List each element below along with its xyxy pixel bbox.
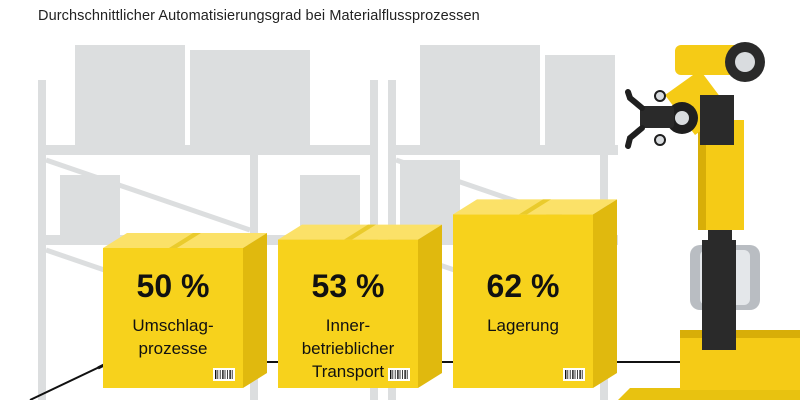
category-label: prozesse xyxy=(139,339,208,358)
box-bar-2: 53 % Inner-betrieblicher Transport xyxy=(278,224,442,388)
bar xyxy=(278,239,418,388)
barcode-line xyxy=(565,370,567,379)
category-label: betrieblicher xyxy=(302,339,395,358)
barcode-line xyxy=(229,370,231,379)
barcode-line xyxy=(215,370,217,379)
category-label: Transport xyxy=(312,362,384,381)
barcode-line xyxy=(231,370,233,379)
box-bar-3: 62 % Lagerung xyxy=(453,199,617,388)
barcode-line xyxy=(581,370,583,379)
barcode-line xyxy=(579,370,581,379)
barcode-line xyxy=(399,370,401,379)
barcode-line xyxy=(394,370,396,379)
bar xyxy=(453,214,593,388)
box-side-face xyxy=(593,199,617,388)
bar xyxy=(103,248,243,388)
barcode-line xyxy=(227,370,228,379)
box-side-face xyxy=(418,224,442,388)
box-tape xyxy=(169,233,201,248)
barcode-line xyxy=(404,370,406,379)
data-label-value: 62 % xyxy=(487,268,560,304)
box-bar-1: 50 % Umschlag-prozesse xyxy=(103,233,267,388)
box-side-face xyxy=(243,233,267,388)
box-tape xyxy=(519,199,551,215)
barcode-line xyxy=(224,370,226,379)
category-label: Inner- xyxy=(326,316,370,335)
box-tape xyxy=(344,224,376,240)
category-label: Umschlag- xyxy=(132,316,213,335)
barcode-line xyxy=(390,370,392,379)
barcode-sticker xyxy=(388,368,410,381)
barcode-line xyxy=(406,370,408,379)
barcode-line xyxy=(392,370,394,379)
data-label-value: 53 % xyxy=(312,268,385,304)
barcode-line xyxy=(577,370,578,379)
chart-title: Durchschnittlicher Automatisierungsgrad … xyxy=(38,8,480,24)
barcode-line xyxy=(574,370,576,379)
data-boxes: 50 % Umschlag-prozesse 53 % Inner-betriebli… xyxy=(103,199,617,388)
barcode-line xyxy=(402,370,403,379)
barcode-line xyxy=(219,370,221,379)
barcode-sticker xyxy=(563,368,585,381)
barcode-line xyxy=(222,370,224,379)
category-label: Lagerung xyxy=(487,316,559,335)
barcode-line xyxy=(569,370,571,379)
barcode-line xyxy=(567,370,569,379)
data-label-value: 50 % xyxy=(137,268,210,304)
barcode-sticker xyxy=(213,368,235,381)
barcode-line xyxy=(572,370,574,379)
robot-arm-illustration xyxy=(618,42,800,400)
barcode-line xyxy=(217,370,219,379)
barcode-line xyxy=(397,370,399,379)
